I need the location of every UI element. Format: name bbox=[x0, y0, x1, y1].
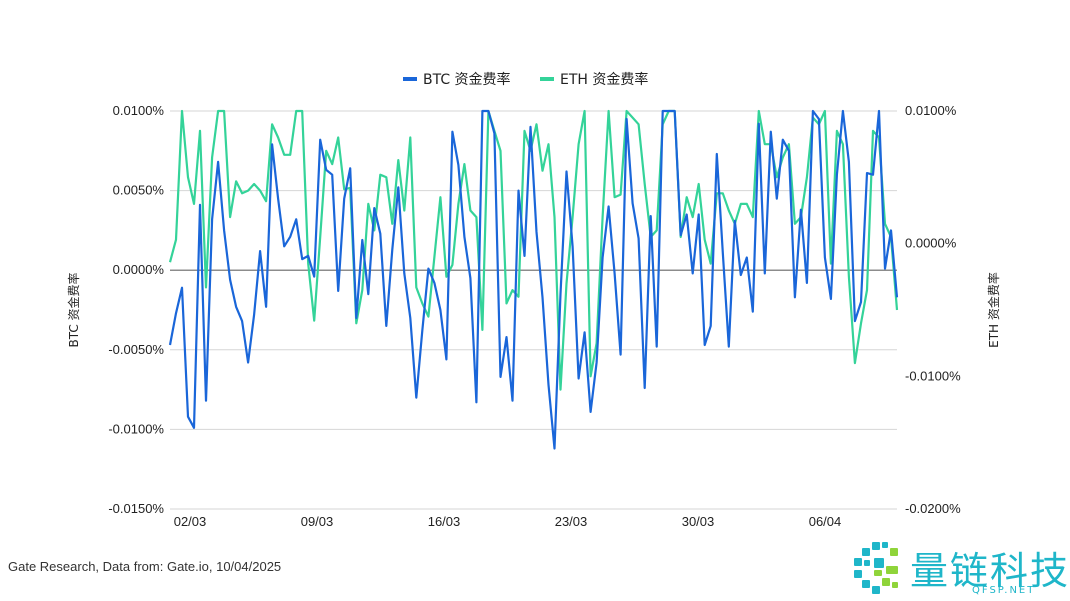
x-tick-label: 09/03 bbox=[301, 514, 334, 529]
left-tick-label: -0.0100% bbox=[108, 421, 164, 436]
watermark-logo: 量链科技 QFSP.NET bbox=[850, 540, 1070, 600]
eth-series-line bbox=[168, 109, 899, 391]
source-footer: Gate Research, Data from: Gate.io, 10/04… bbox=[8, 559, 282, 574]
right-tick-label: 0.0000% bbox=[905, 236, 957, 251]
left-tick-label: -0.0050% bbox=[108, 342, 164, 357]
left-axis-ticks: 0.0100% 0.0050% 0.0000% -0.0050% -0.0100% -0.… bbox=[108, 103, 164, 516]
left-tick-label: 0.0000% bbox=[113, 262, 165, 277]
watermark-url: QFSP.NET bbox=[972, 585, 1036, 596]
legend-swatch bbox=[403, 77, 417, 81]
legend-label: BTC 资金费率 bbox=[423, 71, 511, 88]
right-axis-label: ETH 资金费率 bbox=[986, 272, 1001, 348]
x-tick-label: 16/03 bbox=[428, 514, 461, 529]
legend: BTC 资金费率 ETH 资金费率 bbox=[403, 71, 648, 88]
left-tick-label: -0.0150% bbox=[108, 501, 164, 516]
x-tick-label: 02/03 bbox=[174, 514, 207, 529]
btc-series-line bbox=[168, 109, 899, 450]
grid-lines bbox=[170, 110, 897, 510]
right-tick-label: 0.0100% bbox=[905, 103, 957, 118]
x-tick-label: 06/04 bbox=[809, 514, 842, 529]
legend-swatch bbox=[540, 77, 554, 81]
dual-axis-line-chart: 0.0100% 0.0050% 0.0000% -0.0050% -0.0100% -0.… bbox=[66, 71, 1001, 529]
right-tick-label: -0.0100% bbox=[905, 368, 961, 383]
watermark-name: 量链科技 bbox=[910, 549, 1070, 593]
left-axis-label: BTC 资金费率 bbox=[66, 272, 81, 347]
series-lines bbox=[168, 109, 899, 450]
right-axis-ticks: 0.0100% 0.0000% -0.0100% -0.0200% bbox=[905, 103, 961, 516]
logo-mark-icon bbox=[854, 542, 898, 594]
left-tick-label: 0.0100% bbox=[113, 103, 165, 118]
x-tick-label: 23/03 bbox=[555, 514, 588, 529]
x-axis-ticks: 02/03 09/03 16/03 23/03 30/03 06/04 bbox=[174, 514, 842, 529]
legend-label: ETH 资金费率 bbox=[560, 71, 648, 88]
x-tick-label: 30/03 bbox=[682, 514, 715, 529]
left-tick-label: 0.0050% bbox=[113, 183, 165, 198]
right-tick-label: -0.0200% bbox=[905, 501, 961, 516]
